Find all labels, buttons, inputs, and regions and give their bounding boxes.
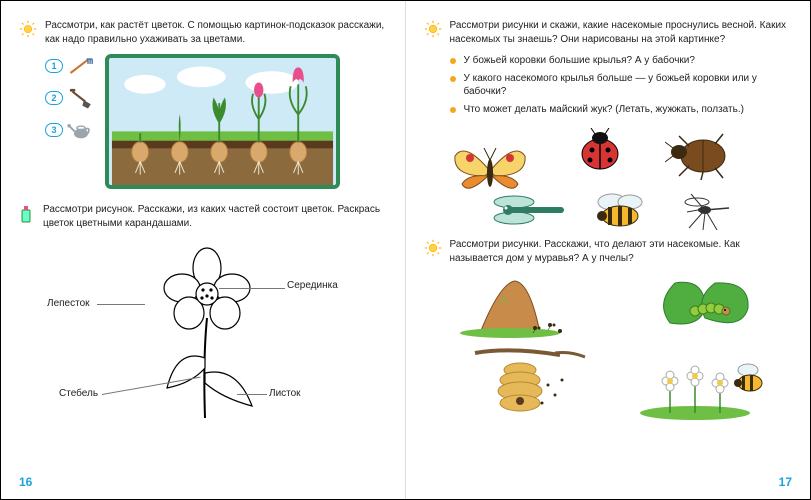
label-petal: Лепесток xyxy=(47,298,90,309)
tools-column: 1 2 3 xyxy=(45,54,95,142)
page-left: Рассмотри, как растёт цветок. С помощью … xyxy=(1,1,406,499)
task-r1-text: Рассмотри рисунки и скажи, какие насеком… xyxy=(450,19,793,46)
bullet-item: Что может делать майский жук? (Летать, ж… xyxy=(450,103,793,117)
bullet-text: У божьей коровки большие крылья? А у баб… xyxy=(464,54,695,68)
bullet-text: Что может делать майский жук? (Летать, ж… xyxy=(464,103,744,117)
ladybug-icon xyxy=(575,128,625,172)
sun-icon xyxy=(19,20,37,38)
rake-icon xyxy=(67,54,95,78)
task-block-1: Рассмотри, как растёт цветок. С помощью … xyxy=(19,19,387,46)
flower-outline-svg xyxy=(137,238,277,428)
task-r2-text: Рассмотри рисунки. Расскажи, что делают … xyxy=(450,238,793,265)
bee-icon xyxy=(590,190,646,230)
flowers-bee-icon xyxy=(640,345,770,420)
sun-icon xyxy=(424,239,442,257)
dragonfly-icon xyxy=(490,190,568,230)
garden-svg xyxy=(109,58,336,185)
shovel-icon xyxy=(67,86,95,110)
page-right: Рассмотри рисунки и скажи, какие насеком… xyxy=(406,1,811,499)
task-block-r1: Рассмотри рисунки и скажи, какие насеком… xyxy=(424,19,793,46)
sun-icon xyxy=(424,20,442,38)
garden-illustration xyxy=(105,54,340,189)
anthill-icon xyxy=(460,273,570,338)
task-block-2: Рассмотри рисунок. Расскажи, из каких ча… xyxy=(19,203,387,230)
page-spread: Рассмотри, как растёт цветок. С помощью … xyxy=(0,0,811,500)
bullet-item: У какого насекомого крылья больше — у бо… xyxy=(450,72,793,99)
label-line xyxy=(237,394,267,395)
task1-text: Рассмотри, как растёт цветок. С помощью … xyxy=(45,19,387,46)
insects-group-2 xyxy=(450,273,770,418)
bullet-dot-icon xyxy=(450,58,456,64)
watering-can-icon xyxy=(67,118,95,142)
insects-group-1 xyxy=(450,128,770,228)
label-stem: Стебель xyxy=(59,388,98,399)
tool-rake: 1 xyxy=(45,54,95,78)
flower-diagram: Лепесток Серединка Стебель Листок xyxy=(37,238,367,428)
glue-icon xyxy=(19,204,33,224)
caterpillar-leaves-icon xyxy=(650,273,760,338)
cockchafer-icon xyxy=(665,128,735,180)
garden-block: 1 2 3 xyxy=(45,54,387,189)
bullet-dot-icon xyxy=(450,107,456,113)
task-block-r2: Рассмотри рисунки. Расскажи, что делают … xyxy=(424,238,793,265)
tool-watering-can: 3 xyxy=(45,118,95,142)
tool-badge-1: 1 xyxy=(45,59,63,73)
bullet-text: У какого насекомого крылья больше — у бо… xyxy=(464,72,793,99)
mosquito-icon xyxy=(675,188,735,230)
tool-badge-2: 2 xyxy=(45,91,63,105)
bullet-list: У божьей коровки большие крылья? А у баб… xyxy=(450,54,793,116)
label-line xyxy=(97,304,145,305)
beehive-icon xyxy=(470,345,590,420)
label-line xyxy=(219,288,285,289)
tool-badge-3: 3 xyxy=(45,123,63,137)
label-center: Серединка xyxy=(287,280,338,291)
tool-shovel: 2 xyxy=(45,86,95,110)
page-number-left: 16 xyxy=(19,475,32,489)
bullet-item: У божьей коровки большие крылья? А у баб… xyxy=(450,54,793,68)
page-number-right: 17 xyxy=(779,475,792,489)
label-leaf: Листок xyxy=(269,388,301,399)
bullet-dot-icon xyxy=(450,76,456,82)
task2-text: Рассмотри рисунок. Расскажи, из каких ча… xyxy=(43,203,387,230)
